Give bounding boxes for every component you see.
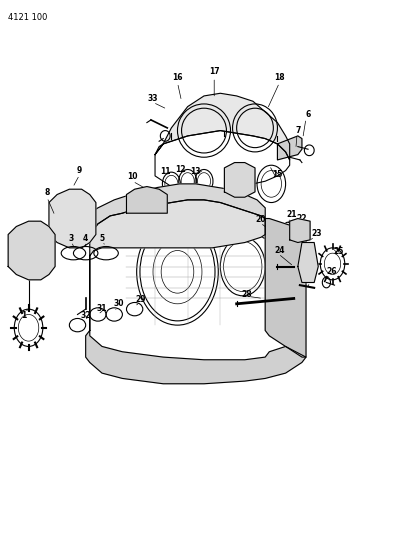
- Polygon shape: [298, 243, 318, 282]
- Text: 17: 17: [209, 68, 220, 76]
- Polygon shape: [277, 136, 302, 160]
- Polygon shape: [126, 187, 167, 213]
- Text: 4121 100: 4121 100: [8, 13, 48, 22]
- Text: 30: 30: [113, 300, 124, 308]
- Polygon shape: [155, 93, 290, 160]
- Text: 18: 18: [274, 73, 285, 82]
- Text: 29: 29: [135, 295, 146, 304]
- Polygon shape: [49, 189, 96, 248]
- Text: 7: 7: [295, 126, 301, 135]
- Text: 9: 9: [77, 166, 82, 175]
- Text: 6: 6: [306, 110, 310, 119]
- Text: 32: 32: [80, 311, 91, 320]
- Polygon shape: [90, 184, 265, 235]
- Text: 27: 27: [306, 274, 316, 283]
- Text: 20: 20: [256, 215, 266, 224]
- Text: 5: 5: [100, 234, 104, 243]
- Polygon shape: [86, 330, 306, 384]
- Polygon shape: [8, 221, 55, 280]
- Text: 23: 23: [311, 229, 322, 238]
- Text: 13: 13: [191, 167, 201, 176]
- Text: 8: 8: [44, 189, 50, 197]
- Text: 4: 4: [83, 234, 88, 243]
- Polygon shape: [290, 219, 310, 243]
- Text: 21: 21: [286, 210, 297, 219]
- Text: 2: 2: [14, 236, 19, 244]
- Text: 28: 28: [242, 290, 252, 298]
- Polygon shape: [224, 163, 255, 197]
- Text: 14: 14: [225, 166, 236, 175]
- Text: 12: 12: [175, 165, 186, 174]
- Polygon shape: [90, 200, 265, 330]
- Text: 31: 31: [97, 304, 107, 312]
- Polygon shape: [265, 219, 306, 357]
- Text: 3: 3: [69, 234, 74, 243]
- Text: 10: 10: [127, 173, 138, 181]
- Text: 33: 33: [148, 94, 158, 103]
- Text: 26: 26: [326, 268, 337, 276]
- Text: 24: 24: [274, 246, 285, 255]
- Text: 22: 22: [297, 214, 307, 223]
- Text: 11: 11: [160, 167, 171, 176]
- Text: 1: 1: [21, 311, 26, 320]
- Text: 25: 25: [333, 247, 344, 256]
- Text: 16: 16: [172, 73, 183, 82]
- Text: 15: 15: [272, 171, 283, 179]
